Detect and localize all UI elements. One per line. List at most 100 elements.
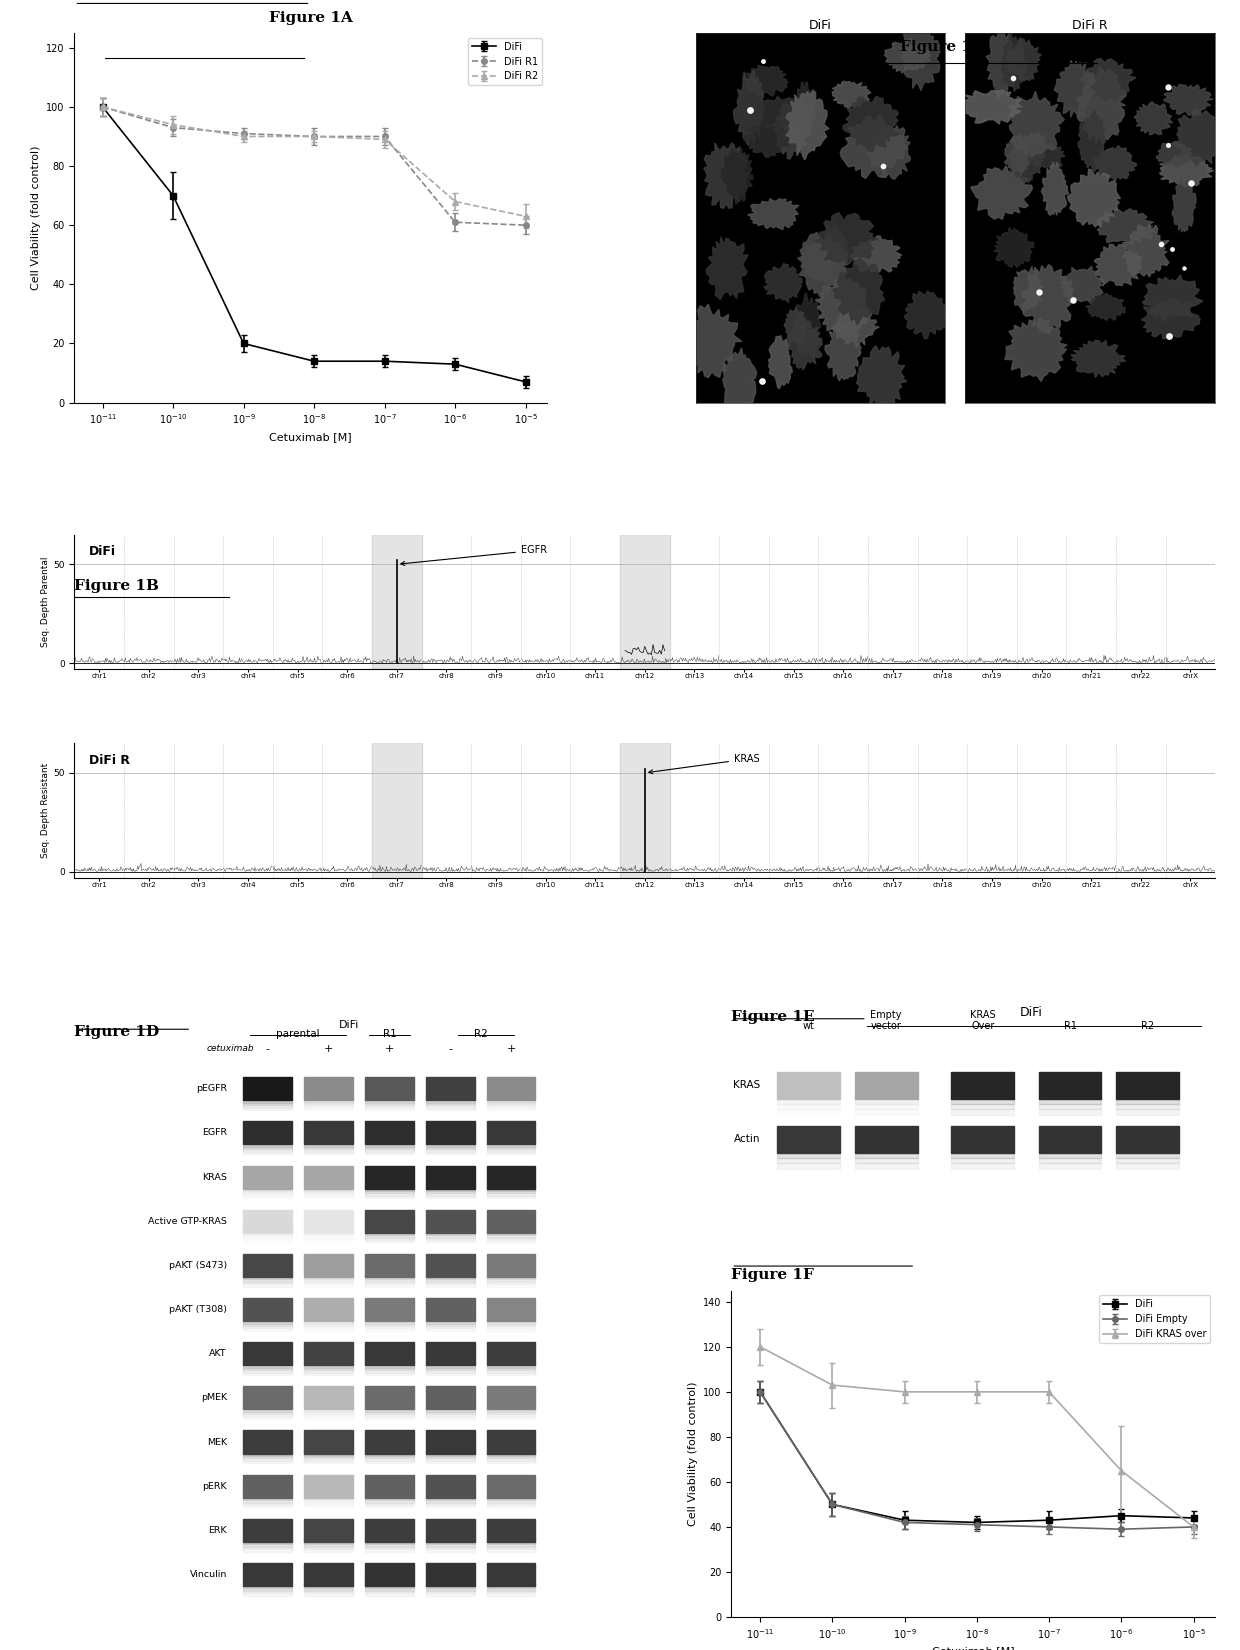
- Polygon shape: [1174, 109, 1225, 167]
- Bar: [427, 1229, 475, 1236]
- Bar: [951, 1104, 1014, 1109]
- Bar: [620, 742, 670, 878]
- Bar: [366, 1318, 414, 1323]
- Bar: [487, 1279, 536, 1284]
- Bar: [304, 1365, 352, 1370]
- Text: EGFR: EGFR: [401, 546, 547, 566]
- Bar: [366, 1582, 414, 1589]
- Text: pERK: pERK: [202, 1482, 227, 1490]
- Bar: [366, 1538, 414, 1544]
- Bar: [366, 1275, 414, 1282]
- Polygon shape: [820, 223, 848, 290]
- Bar: [304, 1500, 352, 1505]
- Bar: [487, 1341, 536, 1365]
- Bar: [366, 1455, 414, 1460]
- Text: Vinculin: Vinculin: [190, 1571, 227, 1579]
- Polygon shape: [1094, 244, 1142, 285]
- Bar: [243, 1431, 291, 1454]
- Bar: [487, 1320, 536, 1327]
- Bar: [487, 1455, 536, 1460]
- Bar: [854, 1072, 918, 1099]
- Bar: [243, 1165, 291, 1188]
- Bar: [487, 1143, 536, 1150]
- Text: pAKT (T308): pAKT (T308): [169, 1305, 227, 1313]
- Bar: [487, 1431, 536, 1454]
- Bar: [243, 1142, 291, 1147]
- Text: Figure 1E: Figure 1E: [732, 1010, 815, 1023]
- Text: -: -: [265, 1044, 269, 1054]
- Bar: [304, 1475, 352, 1498]
- Bar: [243, 1299, 291, 1322]
- Bar: [1039, 1072, 1101, 1099]
- Bar: [366, 1365, 414, 1370]
- Bar: [366, 1185, 414, 1191]
- Polygon shape: [1009, 91, 1064, 157]
- Bar: [777, 1163, 841, 1168]
- Bar: [427, 1104, 475, 1110]
- Y-axis label: Seq. Depth Resistant: Seq. Depth Resistant: [41, 762, 51, 858]
- Bar: [366, 1500, 414, 1505]
- Text: -: -: [449, 1044, 453, 1054]
- Bar: [243, 1188, 291, 1193]
- Polygon shape: [841, 114, 908, 178]
- Bar: [427, 1142, 475, 1147]
- Bar: [1039, 1125, 1101, 1153]
- Bar: [1116, 1158, 1179, 1163]
- Bar: [304, 1147, 352, 1152]
- Bar: [487, 1185, 536, 1191]
- Polygon shape: [971, 165, 1033, 219]
- Title: Figure 1A: Figure 1A: [269, 12, 352, 25]
- Bar: [243, 1209, 291, 1233]
- Bar: [1116, 1163, 1179, 1168]
- Bar: [1116, 1153, 1179, 1158]
- Bar: [487, 1406, 536, 1412]
- Polygon shape: [843, 96, 899, 152]
- Polygon shape: [993, 228, 1034, 267]
- Bar: [854, 1104, 918, 1109]
- Bar: [487, 1238, 536, 1242]
- Polygon shape: [1023, 132, 1047, 163]
- Bar: [487, 1142, 536, 1147]
- Text: +: +: [324, 1044, 334, 1054]
- Bar: [304, 1587, 352, 1594]
- Bar: [366, 1209, 414, 1233]
- Polygon shape: [801, 241, 838, 280]
- Bar: [427, 1411, 475, 1417]
- Bar: [366, 1587, 414, 1594]
- Bar: [427, 1366, 475, 1373]
- Polygon shape: [1159, 155, 1214, 188]
- Bar: [427, 1495, 475, 1500]
- Bar: [366, 1077, 414, 1101]
- Bar: [487, 1586, 536, 1591]
- Polygon shape: [1007, 135, 1043, 183]
- Bar: [487, 1587, 536, 1594]
- Bar: [777, 1109, 841, 1115]
- Bar: [304, 1323, 352, 1328]
- Text: Empty
vector: Empty vector: [870, 1010, 901, 1031]
- Polygon shape: [905, 290, 947, 338]
- Bar: [427, 1586, 475, 1591]
- Polygon shape: [1092, 145, 1136, 182]
- Bar: [427, 1165, 475, 1188]
- Bar: [487, 1591, 536, 1596]
- Bar: [427, 1497, 475, 1503]
- Bar: [487, 1365, 536, 1370]
- Polygon shape: [786, 91, 830, 160]
- Bar: [366, 1299, 414, 1322]
- Bar: [243, 1500, 291, 1505]
- Bar: [366, 1147, 414, 1152]
- Polygon shape: [784, 307, 806, 343]
- Bar: [951, 1125, 1014, 1153]
- Bar: [1116, 1072, 1179, 1099]
- Bar: [427, 1275, 475, 1282]
- Bar: [487, 1450, 536, 1455]
- Bar: [366, 1450, 414, 1455]
- Polygon shape: [1172, 180, 1197, 233]
- Polygon shape: [787, 320, 822, 370]
- Bar: [620, 535, 670, 670]
- Bar: [487, 1097, 536, 1102]
- Bar: [304, 1497, 352, 1503]
- Bar: [1039, 1158, 1101, 1163]
- Bar: [366, 1254, 414, 1277]
- Bar: [304, 1452, 352, 1459]
